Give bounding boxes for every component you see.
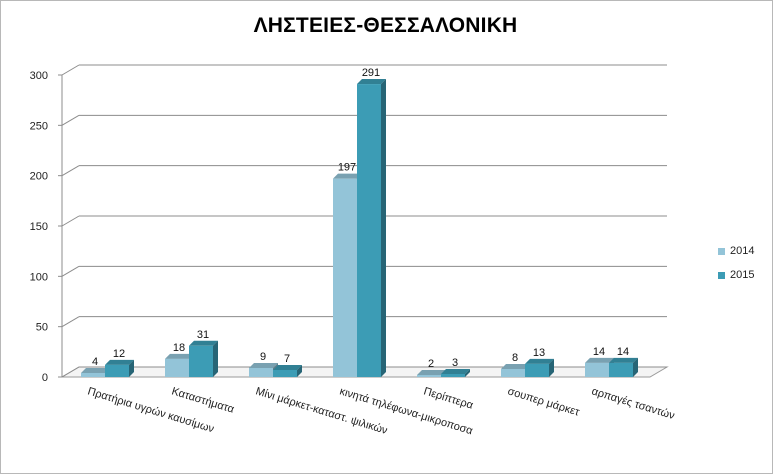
bar-front	[417, 374, 441, 377]
y-tick-label: 200	[30, 171, 48, 183]
x-category-label: Καταστήματα	[170, 385, 236, 416]
bar-top	[333, 173, 362, 179]
chart-title: ΛΗΣΤΕΙΕΣ-ΘΕΣΣΑΛΟΝΙΚΗ	[253, 14, 518, 37]
bar-front	[357, 84, 381, 377]
legend-item: 2014	[718, 239, 754, 263]
bar-front	[333, 178, 357, 377]
bar-top	[249, 362, 278, 368]
gridline-diagonal	[61, 165, 80, 177]
data-label: 14	[593, 346, 605, 358]
bar-top	[165, 353, 194, 359]
bar-top	[501, 363, 530, 369]
data-label: 8	[512, 352, 518, 364]
y-tick-label: 250	[30, 120, 48, 132]
y-tick-label: 150	[30, 221, 48, 233]
legend-item: 2015	[718, 263, 754, 287]
bar-side	[465, 368, 470, 377]
bar-top	[585, 357, 614, 363]
bar-front	[525, 363, 549, 377]
data-label: 197	[338, 162, 356, 174]
gridline-diagonal	[61, 366, 80, 378]
bar-front	[585, 362, 609, 377]
bar-top	[189, 340, 218, 346]
bar-side	[633, 357, 638, 377]
bar	[441, 368, 470, 377]
data-label: 2	[428, 358, 434, 370]
bar-front	[441, 373, 465, 377]
y-tick-label: 300	[30, 70, 48, 82]
legend-swatch	[718, 271, 725, 279]
gridline-diagonal	[61, 64, 80, 76]
bar-front	[501, 368, 525, 377]
bar-front	[165, 358, 189, 377]
bar-top	[441, 368, 470, 374]
data-label: 9	[260, 351, 266, 363]
bar-top	[609, 357, 638, 363]
gridline-group: 300	[30, 64, 667, 82]
legend-label: 2015	[730, 269, 755, 281]
bar-top	[105, 359, 134, 365]
gridline-diagonal	[61, 265, 80, 277]
x-category-label: σουπερ μάρκετ	[506, 385, 581, 418]
bar-front	[189, 345, 213, 377]
y-tick-label: 50	[36, 322, 48, 334]
data-label: 291	[362, 67, 380, 79]
data-label: 3	[452, 357, 458, 369]
data-label: 31	[197, 329, 209, 341]
legend: 2014 2015	[718, 239, 754, 287]
gridline-group: 250	[30, 114, 667, 132]
legend-swatch	[718, 247, 725, 255]
gridline-diagonal	[61, 114, 80, 126]
data-label: 13	[533, 347, 545, 359]
bar	[273, 364, 302, 377]
bar-front	[81, 372, 105, 377]
bar	[525, 358, 554, 377]
gridline-diagonal	[61, 316, 80, 328]
legend-label: 2014	[730, 245, 755, 257]
data-label: 12	[113, 348, 125, 360]
gridline-diagonal	[61, 215, 80, 227]
bar-top	[525, 358, 554, 364]
bar-side	[381, 79, 386, 377]
bar-front	[273, 369, 297, 377]
y-tick-label: 0	[42, 372, 48, 384]
bar-side	[213, 340, 218, 377]
bar-front	[609, 362, 633, 377]
data-label: 14	[617, 346, 629, 358]
data-label: 4	[92, 356, 98, 368]
bar-top	[273, 364, 302, 370]
bar-front	[105, 364, 129, 377]
x-category-label: αρπαγές τσαντών	[590, 385, 676, 422]
bar-side	[129, 359, 134, 377]
bar-top	[81, 367, 110, 373]
bar-top	[417, 369, 446, 375]
data-label: 7	[284, 353, 290, 365]
x-category-label: Περίπτερα	[422, 385, 475, 412]
bar-top	[357, 79, 386, 85]
data-label: 18	[173, 342, 185, 354]
bar	[189, 340, 218, 377]
bar	[357, 79, 386, 377]
bar-side	[549, 358, 554, 377]
bar	[105, 359, 134, 377]
bar-side	[297, 364, 302, 377]
bar	[609, 357, 638, 377]
bar-front	[249, 367, 273, 377]
y-tick-label: 100	[30, 271, 48, 283]
